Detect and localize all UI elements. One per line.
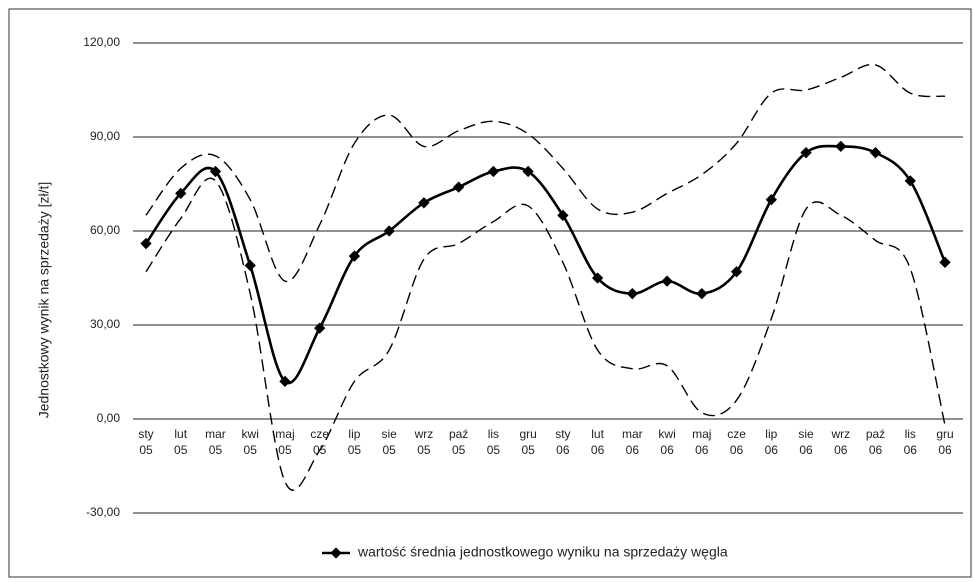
point-marker	[765, 194, 777, 206]
point-marker	[661, 275, 673, 287]
band-line	[145, 63, 946, 282]
x-tick-label: kwi 06	[658, 427, 676, 457]
x-tick-label: paź 06	[865, 427, 886, 457]
point-marker	[140, 237, 152, 250]
point-marker	[175, 187, 187, 200]
x-tick-label: lut 06	[590, 427, 605, 457]
x-tick-label: sie 06	[798, 427, 814, 457]
x-tick-label: mar 05	[205, 427, 226, 457]
x-tick-label: lip 05	[347, 427, 362, 457]
point-marker	[835, 140, 847, 153]
point-marker	[418, 197, 430, 209]
frame	[8, 8, 972, 578]
x-tick-label: kwi 05	[241, 427, 259, 457]
x-tick-label: cze 05	[310, 427, 330, 457]
y-tick-label: -30,00	[86, 505, 120, 519]
point-marker	[800, 147, 812, 159]
band-line	[145, 177, 946, 491]
point-marker	[383, 225, 395, 237]
point-marker	[314, 322, 326, 334]
y-axis-label: Jednostkowy wynik na sprzedaży [zł/t]	[36, 182, 52, 419]
y-tick-label: 90,00	[90, 129, 120, 143]
point-marker	[279, 375, 291, 388]
x-tick-label: paź 05	[448, 427, 469, 457]
x-tick-label: wrz 05	[414, 427, 434, 457]
x-tick-label: cze 06	[727, 427, 746, 457]
x-tick-label: mar 06	[622, 427, 643, 457]
point-marker	[869, 147, 882, 159]
y-tick-label: 120,00	[83, 35, 120, 49]
x-tick-label: gru 06	[936, 427, 954, 457]
point-marker	[939, 256, 951, 268]
series-line	[144, 144, 947, 385]
point-marker	[522, 165, 534, 178]
point-marker	[244, 259, 256, 272]
y-tick-label: 0,00	[97, 411, 121, 425]
legend-marker	[330, 547, 342, 559]
point-marker	[591, 272, 604, 284]
point-marker	[626, 288, 639, 300]
x-tick-label: sty 05	[138, 427, 154, 457]
x-tick-label: maj 05	[275, 427, 295, 457]
x-tick-label: sty 06	[555, 427, 571, 457]
x-tick-label: maj 06	[692, 427, 712, 457]
point-marker	[904, 175, 916, 187]
point-marker	[557, 209, 569, 221]
point-marker	[487, 165, 500, 178]
point-marker	[452, 181, 465, 193]
x-tick-label: sie 05	[381, 427, 397, 457]
x-tick-label: lis 05	[486, 427, 501, 457]
x-tick-label: wrz 06	[831, 427, 851, 457]
x-tick-label: lut 05	[174, 427, 188, 457]
legend-label: wartość średnia jednostkowego wyniku na …	[357, 544, 728, 560]
y-tick-label: 30,00	[90, 317, 120, 331]
y-tick-label: 60,00	[90, 223, 120, 237]
point-marker	[696, 288, 708, 300]
x-tick-label: lip 06	[764, 427, 778, 457]
point-marker	[730, 266, 743, 278]
x-tick-label: gru 05	[519, 427, 537, 457]
x-tick-label: lis 06	[903, 427, 917, 457]
point-marker	[209, 165, 222, 178]
